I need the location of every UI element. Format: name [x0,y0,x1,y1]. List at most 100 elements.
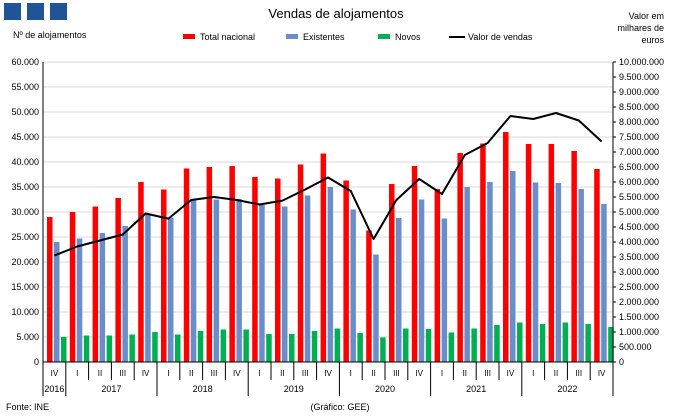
source-note: Fonte: INE [6,402,49,412]
bar-existentes [213,199,220,362]
y-right-tick-label: 8.500.000 [619,102,659,112]
bar-total-nacional [275,178,281,362]
bar-total-nacional [206,167,213,362]
bar-existentes [99,233,106,362]
y-left-tick-label: 5.000 [16,332,39,342]
bar-total-nacional [297,164,304,362]
x-tick-label: II [554,369,558,378]
bar-novos [380,337,386,362]
x-tick-label: IV [415,369,423,378]
y-left-tick-label: 50.000 [11,107,39,117]
x-tick-label: I [167,369,169,378]
legend-swatch-1 [183,34,195,39]
bar-existentes [418,199,425,362]
y-left-tick-label: 15.000 [11,282,39,292]
bar-total-nacional [525,144,532,362]
x-tick-label: I [441,369,443,378]
bar-existentes [304,195,311,362]
x-tick-label: I [350,369,352,378]
bar-existentes [236,199,242,362]
x-year-label: 2020 [375,384,395,394]
bars [47,132,614,362]
x-year-label: 2019 [284,384,304,394]
line-valor-de-vendas [54,112,603,257]
chart-title: Vendas de alojamentos [268,6,404,21]
legend-swatch-3 [378,34,390,39]
x-axis-ticks: IV I II III IV I II III IV I II III IV I II III IV I II III… [42,362,614,396]
x-year-label: 2021 [466,384,486,394]
y-left-tick-label: 40.000 [11,157,39,167]
bar-total-nacional [252,177,258,362]
legend-label-2: Existentes [303,32,345,42]
x-tick-label: IV [507,369,515,378]
bar-total-nacional [343,180,349,362]
chart-credit: (Gráfico: GEE) [310,402,369,412]
x-tick-label: III [211,369,218,378]
y-right-tick-label: 3.000.000 [619,267,659,277]
bar-total-nacional [434,189,441,362]
bar-existentes [350,209,356,362]
value-line [54,112,603,257]
bar-novos [61,337,67,362]
x-year-label: 2018 [193,384,213,394]
y-axis-left-label: Nº de alojamentos [13,30,87,40]
bar-existentes [487,182,493,362]
x-tick-label: II [280,369,284,378]
bar-novos [471,328,477,362]
legend-label-4: Valor de vendas [468,32,533,42]
bar-existentes [532,182,539,362]
y-right-tick-label: 9.500.000 [619,72,659,82]
x-tick-label: III [119,369,126,378]
bar-novos [539,324,546,362]
legend-swatch-2 [286,34,298,39]
bar-novos [266,334,272,362]
y-right-tick-label: 1.000.000 [619,327,659,337]
x-tick-label: I [258,369,260,378]
y-left-tick-label: 30.000 [11,207,39,217]
y-left-tick-label: 35.000 [11,182,39,192]
x-tick-label: I [76,369,78,378]
y-right-tick-label: 0 [619,357,624,367]
y-right-tick-label: 500.000 [619,342,652,352]
x-tick-label: II [98,369,102,378]
x-tick-label: II [463,369,467,378]
bar-novos [106,335,113,362]
bar-total-nacional [161,189,167,362]
y-right-tick-label: 3.500.000 [619,252,659,262]
x-tick-label: IV [233,369,241,378]
x-year-label: 2016 [44,384,64,394]
bar-novos [334,328,341,362]
bar-existentes [282,206,288,362]
bar-novos [494,325,500,362]
y-right-tick-label: 6.500.000 [619,162,659,172]
bar-existentes [441,218,448,362]
bar-total-nacional [389,184,395,362]
y-right-tick-label: 1.500.000 [619,312,659,322]
bar-novos [585,324,591,362]
y-axis-right-label-line-2: milhares de [617,23,664,33]
bar-existentes [464,187,470,362]
y-axis-right-label-line-3: euros [641,35,664,45]
bar-total-nacional [229,166,235,362]
bar-existentes [259,205,265,362]
y-right-tick-label: 4.000.000 [619,237,659,247]
x-tick-label: III [575,369,582,378]
bar-novos [197,331,204,362]
bar-total-nacional [115,198,121,362]
y-right-tick-label: 2.500.000 [619,282,659,292]
bar-novos [83,335,90,362]
y-right-tick-label: 7.000.000 [619,147,659,157]
legend: Total nacional Existentes Novos Valor de ve… [183,32,533,42]
bar-existentes [190,199,197,362]
bar-total-nacional [92,206,99,362]
x-tick-label: IV [324,369,332,378]
bar-existentes [555,183,562,362]
legend-label-1: Total nacional [200,32,255,42]
bar-novos [175,334,181,362]
bar-existentes [396,218,402,362]
bar-total-nacional [411,166,418,362]
y-left-tick-label: 20.000 [11,257,39,267]
x-tick-label: IV [598,369,606,378]
bar-existentes [54,242,60,362]
